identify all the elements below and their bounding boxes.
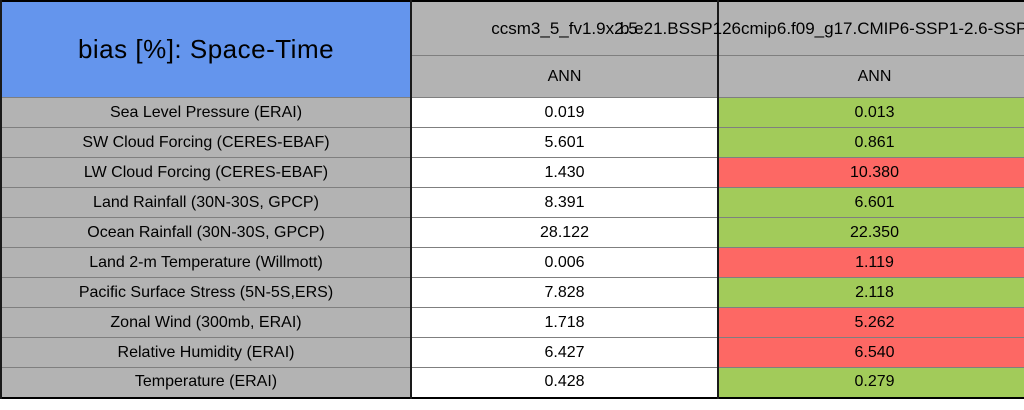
value-cell-baseline: 1.718 — [410, 307, 719, 338]
value-cell-test: 5.262 — [717, 307, 1024, 338]
row-label: Zonal Wind (300mb, ERAI) — [0, 307, 412, 338]
table-row: SW Cloud Forcing (CERES-EBAF) 5.601 0.86… — [0, 127, 1024, 158]
value-cell-test: 6.601 — [717, 187, 1024, 218]
row-label: Sea Level Pressure (ERAI) — [0, 97, 412, 128]
row-label: Ocean Rainfall (30N-30S, GPCP) — [0, 217, 412, 248]
row-label: Relative Humidity (ERAI) — [0, 337, 412, 368]
row-label: SW Cloud Forcing (CERES-EBAF) — [0, 127, 412, 158]
value-cell-test: 22.350 — [717, 217, 1024, 248]
row-label: Land Rainfall (30N-30S, GPCP) — [0, 187, 412, 218]
value-cell-baseline: 0.006 — [410, 247, 719, 278]
value-cell-test: 10.380 — [717, 157, 1024, 188]
table-row: LW Cloud Forcing (CERES-EBAF) 1.430 10.3… — [0, 157, 1024, 188]
row-label: Pacific Surface Stress (5N-5S,ERS) — [0, 277, 412, 308]
table-row: Land Rainfall (30N-30S, GPCP) 8.391 6.60… — [0, 187, 1024, 218]
table-title: bias [%]: Space-Time — [0, 0, 412, 98]
value-cell-baseline: 0.428 — [410, 367, 719, 398]
value-cell-test: 2.118 — [717, 277, 1024, 308]
row-label: Temperature (ERAI) — [0, 367, 412, 398]
value-cell-test: 6.540 — [717, 337, 1024, 368]
season-header-row: ANN ANN — [1, 55, 1024, 98]
row-label: LW Cloud Forcing (CERES-EBAF) — [0, 157, 412, 188]
table-row: Sea Level Pressure (ERAI) 0.019 0.013 — [0, 97, 1024, 128]
model-name-test-text: b.e21.BSSP126cmip6.f09_g17.CMIP6-SSP1-2.… — [620, 18, 1024, 38]
table-row: Zonal Wind (300mb, ERAI) 1.718 5.262 — [0, 307, 1024, 338]
value-cell-baseline: 1.430 — [410, 157, 719, 188]
table-row: Pacific Surface Stress (5N-5S,ERS) 7.828… — [0, 277, 1024, 308]
table-row: Temperature (ERAI) 0.428 0.279 — [0, 367, 1024, 398]
model-header-row: bias [%]: Space-Time ccsm3_5_fv1.9x2.5 b… — [0, 0, 1024, 98]
value-cell-baseline: 0.019 — [410, 97, 719, 128]
value-cell-test: 1.119 — [717, 247, 1024, 278]
value-cell-test: 0.279 — [717, 367, 1024, 398]
row-label: Land 2-m Temperature (Willmott) — [0, 247, 412, 278]
value-cell-test: 0.861 — [717, 127, 1024, 158]
model-name-baseline: ccsm3_5_fv1.9x2.5 — [410, 0, 719, 56]
model-name-test: b.e21.BSSP126cmip6.f09_g17.CMIP6-SSP1-2.… — [620, 0, 1024, 56]
table-body: Sea Level Pressure (ERAI) 0.019 0.013 SW… — [0, 97, 1024, 398]
value-cell-baseline: 6.427 — [410, 337, 719, 368]
value-cell-baseline: 5.601 — [410, 127, 719, 158]
table-row: Ocean Rainfall (30N-30S, GPCP) 28.122 22… — [0, 217, 1024, 248]
season-label-test: ANN — [717, 55, 1024, 98]
table-row: Relative Humidity (ERAI) 6.427 6.540 — [0, 337, 1024, 368]
value-cell-baseline: 28.122 — [410, 217, 719, 248]
value-cell-baseline: 7.828 — [410, 277, 719, 308]
bias-metrics-table: bias [%]: Space-Time ccsm3_5_fv1.9x2.5 b… — [0, 0, 1024, 399]
table-row: Land 2-m Temperature (Willmott) 0.006 1.… — [0, 247, 1024, 278]
season-label-baseline: ANN — [410, 55, 719, 98]
value-cell-test: 0.013 — [717, 97, 1024, 128]
value-cell-baseline: 8.391 — [410, 187, 719, 218]
